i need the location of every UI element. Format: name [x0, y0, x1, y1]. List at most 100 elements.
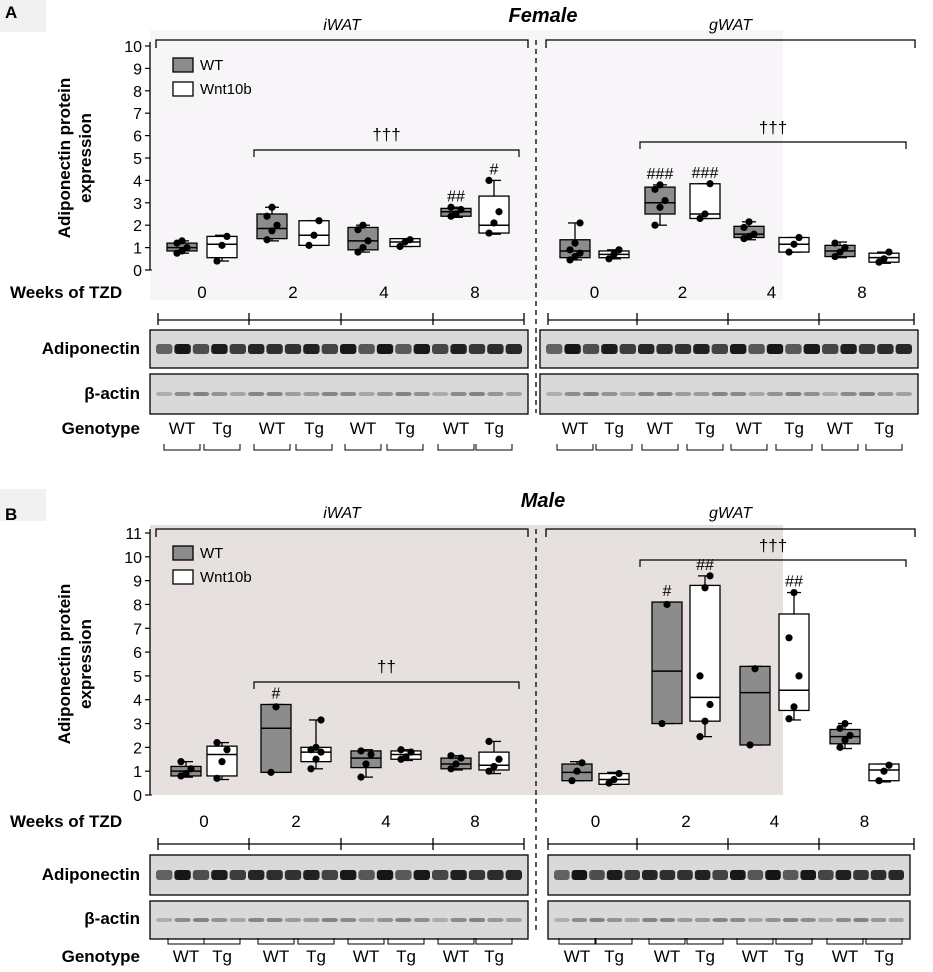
- panel-a-blot-adiponectin-iwat-band: [174, 344, 191, 354]
- panel-b-genotype-bracket: [203, 938, 241, 945]
- panel-a-blot-actin-gwat-band: [766, 392, 784, 396]
- panel-b-blot-adiponectin-gwat-band: [589, 870, 605, 880]
- panel-b-box-iwat-w8-wnt10b: [478, 737, 510, 775]
- panel-a-blot-adiponectin-gwat-band: [656, 344, 673, 354]
- panel-b-blot-adiponectin-gwat-band: [659, 870, 676, 880]
- panel-a-genotype: Tg: [395, 419, 415, 438]
- panel-b-box-gwat-w4-wt-point: [746, 741, 754, 749]
- panel-a-blot-adiponectin-iwat-band: [192, 344, 210, 354]
- panel-a-blot-actin-iwat-band: [156, 392, 173, 396]
- panel-a-box-iwat-w8-wnt10b-iqr: [478, 195, 510, 234]
- panel-a-box-iwat-w2-wt: [256, 203, 288, 244]
- panel-b-blot-adiponectin-iwat-band: [450, 870, 467, 880]
- panel-b-weeks-label: Weeks of TZD: [10, 812, 122, 831]
- panel-a-box-iwat-w8-wnt10b: #: [478, 161, 510, 237]
- panel-a-blot-actin-iwat-band: [450, 392, 467, 396]
- panel-b-blot-adiponectin-gwat-band: [694, 870, 711, 880]
- panel-b-blot-actin-gwat-band: [800, 918, 816, 922]
- panel-a-blot-adiponectin-iwat-band: [284, 344, 302, 354]
- panel-a-genotype-bracket: [821, 444, 859, 451]
- panel-b-legend-wt-swatch: [172, 545, 194, 561]
- panel-a-box-gwat-w2-wnt10b-significance: ###: [692, 165, 719, 182]
- panel-a-blot-actin-gwat-band: [840, 392, 857, 396]
- panel-a-y-label-line1: Adiponectin protein: [55, 78, 74, 239]
- panel-a-blot-label-actin: β-actin: [84, 384, 140, 403]
- panel-b-blot-actin-gwat-band: [659, 918, 676, 922]
- panel-b-significance-bracket: [639, 559, 907, 567]
- panel-b-blot-label-adiponectin: Adiponectin: [42, 865, 140, 884]
- panel-b-box-iwat-w0-wnt10b-point: [213, 739, 221, 747]
- panel-a-box-gwat-w8-wt: [824, 239, 856, 261]
- panel-b-box-iwat-w4-wnt10b-point: [402, 753, 410, 761]
- panel-a-weeks-label: Weeks of TZD: [10, 283, 122, 302]
- panel-a-box-iwat-w4-wnt10b-point: [396, 242, 404, 251]
- panel-b-box-gwat-w8-wnt10b-point: [875, 777, 883, 785]
- panel-a-box-iwat-w0-wt: [166, 237, 198, 257]
- panel-a-box-iwat-w2-wnt10b-point: [310, 231, 318, 239]
- panel-a-blot-actin-iwat-band: [395, 392, 412, 396]
- panel-b-blot-actin-iwat-frame: [149, 900, 529, 940]
- panel-a-box-iwat-w0-wnt10b-point: [218, 241, 226, 249]
- panel-b-blot-adiponectin-iwat-band: [192, 870, 210, 880]
- panel-a-blot-label-adiponectin: Adiponectin: [42, 339, 140, 358]
- panel-a-letter: A: [5, 3, 17, 22]
- panel-b-blot-adiponectin-gwat-band: [730, 870, 746, 880]
- panel-a-box-gwat-w0-wt-point: [576, 249, 584, 257]
- panel-b-box-iwat-w2-wt: #: [260, 685, 292, 776]
- panel-b-box-gwat-w0-wt-point: [578, 759, 586, 767]
- panel-b-box-iwat-w4-wnt10b: [390, 746, 422, 763]
- panel-b-blot-adiponectin-gwat-band: [782, 870, 799, 880]
- panel-a-blot-actin-gwat-band: [693, 392, 710, 396]
- panel-b-y-tick-label: 6: [133, 645, 142, 662]
- panel-a-blot-adiponectin-gwat-band: [877, 344, 894, 354]
- panel-a-blot-actin-iwat-band: [174, 392, 191, 396]
- panel-a-box-iwat-w0-wt-point: [183, 244, 191, 252]
- panel-b-y-tick-label: 11: [125, 526, 142, 543]
- panel-b-genotype: Tg: [484, 947, 504, 966]
- panel-b-blot-actin-iwat-band: [192, 918, 210, 922]
- panel-a-blot-adiponectin-iwat-band: [468, 344, 486, 354]
- panel-a-week-label: 8: [470, 283, 479, 302]
- panel-b-y-tick-label: 7: [133, 621, 142, 638]
- panel-b-genotype: Tg: [695, 947, 715, 966]
- panel-b-genotype-bracket: [826, 938, 864, 945]
- panel-b-week-label: 2: [291, 812, 300, 831]
- panel-b-genotype: WT: [173, 947, 199, 966]
- panel-b-box-gwat-w2-wt: #: [651, 583, 683, 728]
- panel-a-y-tick-label: 6: [133, 129, 142, 146]
- panel-a-box-gwat-w8-wnt10b-point: [885, 248, 893, 256]
- panel-a-depot-bracket: [545, 39, 916, 48]
- panel-b-box-gwat-w2-wt-point: [663, 600, 671, 609]
- panel-b-box-iwat-w2-wnt10b-point: [317, 716, 325, 724]
- panel-a-blot-actin-gwat-band: [895, 392, 912, 396]
- panel-a-box-iwat-w8-wt-point: [452, 210, 460, 218]
- panel-b-blot-actin-iwat-band: [505, 918, 522, 922]
- panel-a-blot-adiponectin-gwat-band: [858, 344, 876, 354]
- panel-a-blot-actin-iwat-band: [413, 392, 430, 396]
- panel-b-blot-adiponectin-gwat-band: [765, 870, 781, 880]
- panel-a-blot-actin-gwat-band: [785, 392, 802, 396]
- panel-b-genotype: Tg: [604, 947, 624, 966]
- panel-b-letter: B: [5, 505, 17, 524]
- panel-b-blot-adiponectin-iwat-band: [156, 870, 173, 880]
- panel-b-letter-box: [0, 489, 46, 521]
- panel-a-week-label: 4: [379, 283, 388, 302]
- panel-b-box-iwat-w8-wnt10b-point: [495, 755, 503, 763]
- panel-a-box-iwat-w2-wt-point: [263, 212, 271, 220]
- panel-b-box-iwat-w8-wt-point: [447, 752, 455, 760]
- panel-b-box-gwat-w4-wnt10b-point: [795, 672, 803, 680]
- panel-a-box-iwat-w8-wnt10b-point: [485, 229, 493, 237]
- panel-a-blot-adiponectin-iwat-band: [303, 344, 320, 354]
- panel-b-blot-adiponectin-gwat: [547, 854, 911, 896]
- panel-b-genotype-bracket: [558, 938, 596, 945]
- panel-a-blot-adiponectin-gwat-band: [785, 344, 802, 354]
- panel-b-box-gwat-w8-wt-point: [841, 736, 849, 744]
- panel-a-plot-background: [150, 30, 783, 300]
- panel-b-blot-adiponectin-iwat-band: [321, 870, 338, 880]
- panel-b-blot-actin-iwat-band: [174, 918, 191, 922]
- panel-a-box-gwat-w2-wt-point: [651, 221, 659, 229]
- panel-b-box-gwat-w4-wnt10b-point: [785, 634, 793, 642]
- panel-b-blot-adiponectin-iwat: [149, 854, 529, 896]
- panel-a-genotype: Tg: [784, 419, 804, 438]
- panel-a-box-iwat-w4-wt-point: [359, 244, 367, 252]
